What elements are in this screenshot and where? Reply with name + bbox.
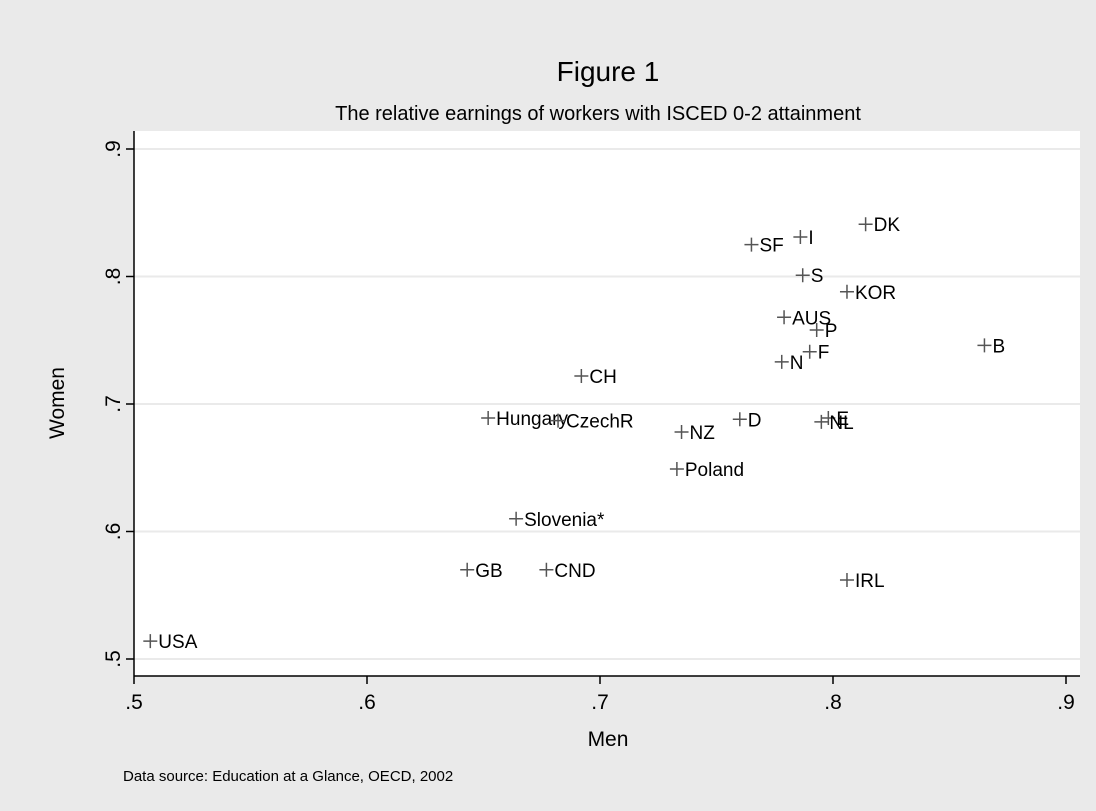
point-marker [858,217,873,232]
data-point: IRL [839,571,885,592]
data-point: D [732,410,762,431]
point-marker [839,572,854,587]
x-tick-label: .5 [125,691,143,714]
point-label: S [811,266,824,287]
point-marker [732,412,747,427]
point-marker [821,411,836,426]
y-tick-label: .6 [102,523,125,541]
x-axis-ticks: .5 .6 .7 .8 .9 [125,676,1075,714]
data-point: S [795,266,824,287]
point-marker [793,229,808,244]
point-label: F [818,343,830,364]
point-label: CND [554,561,595,582]
point-label: Slovenia* [524,510,605,531]
point-marker [143,634,158,649]
data-point: CzechR [551,412,634,433]
x-tick-label: .6 [358,691,376,714]
data-point: NL [814,413,854,434]
point-label: D [748,410,762,431]
point-label: GB [475,561,502,582]
point-label: CzechR [566,412,634,433]
data-point: Poland [669,460,744,481]
point-marker [674,425,689,440]
point-label: E [836,409,849,430]
y-tick-label: .7 [102,395,125,413]
data-point: F [802,343,830,364]
point-marker [551,413,566,428]
point-marker [509,511,524,526]
data-point: Slovenia* [509,510,605,531]
point-marker [774,354,789,369]
y-tick-label: .8 [102,268,125,286]
y-tick-label: .5 [102,650,125,668]
point-marker [977,338,992,353]
point-label: NL [829,413,853,434]
data-source-note: Data source: Education at a Glance, OECD… [123,768,453,785]
gridlines [134,148,1080,660]
data-point: CND [539,561,596,582]
point-marker [795,268,810,283]
data-point: CH [574,367,617,388]
point-label: NZ [690,423,716,444]
data-point: SF [744,236,784,257]
data-point: NZ [674,423,716,444]
data-point: P [809,321,838,342]
data-point: KOR [839,283,896,304]
point-label: AUS [792,308,831,329]
point-label: CH [589,367,616,388]
chart-subtitle: The relative earnings of workers with IS… [335,103,861,125]
data-point: N [774,353,804,374]
x-axis-label: Men [588,728,629,751]
data-point: I [793,228,814,249]
point-label: P [825,321,838,342]
y-axis-ticks: .5 .6 .7 .8 .9 [102,140,134,668]
point-label: KOR [855,283,896,304]
point-marker [839,284,854,299]
point-label: B [992,336,1005,357]
data-point: Hungary [481,409,568,430]
data-point: E [821,409,849,430]
point-marker [809,323,824,338]
y-axis-label: Women [46,367,69,439]
data-point: GB [460,561,503,582]
point-marker [744,237,759,252]
point-label: SF [759,236,783,257]
point-label: IRL [855,571,885,592]
point-marker [669,462,684,477]
x-tick-label: .9 [1057,691,1075,714]
point-marker [539,562,554,577]
point-label: Poland [685,460,744,481]
point-marker [460,562,475,577]
data-point: DK [858,215,901,236]
y-tick-label: .9 [102,140,125,158]
point-marker [802,344,817,359]
data-point: AUS [777,308,831,329]
data-point: USA [143,632,198,653]
chart-title: Figure 1 [557,56,660,87]
point-label: Hungary [496,409,568,430]
point-marker [481,411,496,426]
x-tick-label: .7 [591,691,609,714]
data-point: B [977,336,1005,357]
point-marker [777,310,792,325]
point-marker [814,414,829,429]
x-tick-label: .8 [824,691,842,714]
point-marker [574,368,589,383]
point-label: N [790,353,804,374]
point-label: I [808,228,813,249]
point-label: USA [158,632,197,653]
point-label: DK [874,215,901,236]
